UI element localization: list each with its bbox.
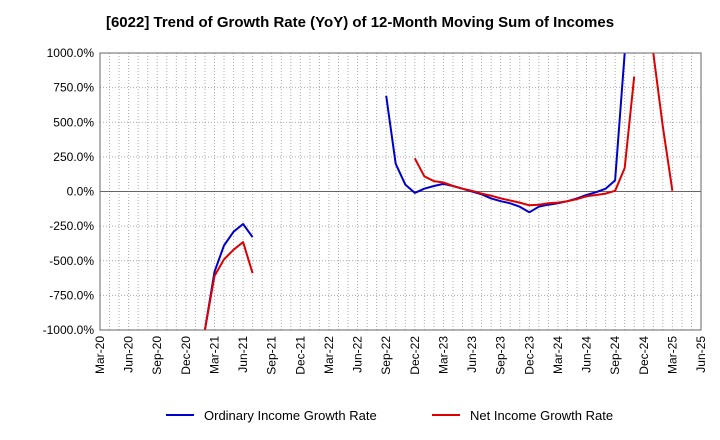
y-tick-label: 750.0% xyxy=(53,81,94,95)
x-tick-label: Sep-23 xyxy=(494,336,508,375)
y-tick-label: 250.0% xyxy=(53,150,94,164)
y-tick-label: 0.0% xyxy=(67,185,95,199)
x-tick-label: Sep-22 xyxy=(379,336,393,375)
x-tick-label: Jun-25 xyxy=(694,336,708,373)
legend-swatch-ordinary-income xyxy=(166,414,194,416)
chart-title: [6022] Trend of Growth Rate (YoY) of 12-… xyxy=(105,14,615,31)
legend-label-net-income: Net Income Growth Rate xyxy=(470,407,614,423)
x-tick-label: Jun-22 xyxy=(351,336,365,373)
x-tick-label: Mar-23 xyxy=(436,336,450,374)
legend-swatch-net-income xyxy=(432,414,460,416)
x-tick-label: Mar-25 xyxy=(665,336,679,374)
series-line-net-income xyxy=(652,52,674,191)
x-tick-label: Sep-24 xyxy=(608,336,622,375)
series-line-net-income xyxy=(203,241,254,331)
x-tick-label: Dec-24 xyxy=(637,336,651,375)
series-line-ordinary-income xyxy=(385,52,626,214)
y-tick-label: 1000.0% xyxy=(47,46,95,60)
series-line-net-income xyxy=(413,76,636,207)
series-lines xyxy=(203,52,674,331)
legend-item-ordinary-income: Ordinary Income Growth Rate xyxy=(166,404,377,426)
x-tick-label: Mar-24 xyxy=(551,336,565,374)
x-tick-label: Mar-21 xyxy=(207,336,221,374)
y-tick-label: 500.0% xyxy=(53,115,94,129)
x-tick-label: Dec-20 xyxy=(179,336,193,375)
x-tick-label: Mar-22 xyxy=(322,336,336,374)
y-tick-label: -250.0% xyxy=(49,219,94,233)
x-tick-label: Jun-24 xyxy=(580,336,594,373)
x-tick-label: Dec-23 xyxy=(522,336,536,375)
y-tick-label: -500.0% xyxy=(49,254,94,268)
x-tick-label: Dec-22 xyxy=(408,336,422,375)
x-tick-label: Dec-21 xyxy=(293,336,307,375)
x-tick-label: Jun-20 xyxy=(122,336,136,373)
x-tick-label: Sep-21 xyxy=(265,336,279,375)
x-axis-ticks: Mar-20 Jun-20 Sep-20 Dec-20 Mar-21 Jun-21 Sep-… xyxy=(93,336,708,375)
y-tick-label: -1000.0% xyxy=(43,323,95,337)
x-tick-label: Sep-20 xyxy=(150,336,164,375)
legend-item-net-income: Net Income Growth Rate xyxy=(432,404,613,426)
legend: Ordinary Income Growth Rate Net Income G… xyxy=(0,404,720,426)
plot-area-border xyxy=(99,52,702,331)
x-tick-label: Mar-20 xyxy=(93,336,107,374)
x-tick-label: Jun-23 xyxy=(465,336,479,373)
y-axis-ticks: 1000.0% 750.0% 500.0% 250.0% 0.0% -250.0% -500… xyxy=(43,46,95,337)
x-tick-label: Jun-21 xyxy=(236,336,250,373)
legend-label-ordinary-income: Ordinary Income Growth Rate xyxy=(204,407,377,423)
y-tick-label: -750.0% xyxy=(49,288,94,302)
